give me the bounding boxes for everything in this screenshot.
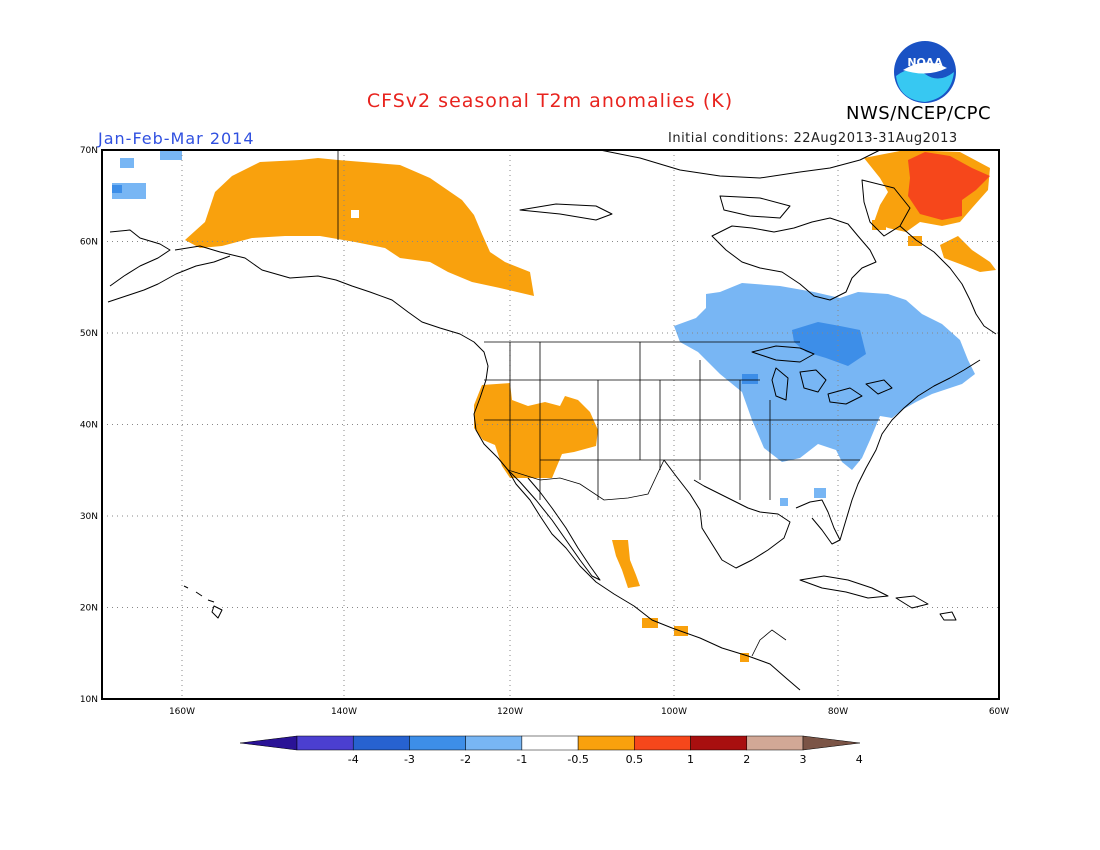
colorbar-tick-label: 4 (856, 753, 863, 766)
colorbar-swatch (521, 735, 579, 751)
colorbar-swatch-above-max (802, 735, 861, 751)
forecast-period: Jan-Feb-Mar 2014 (98, 129, 255, 148)
initial-conditions: Initial conditions: 22Aug2013-31Aug2013 (668, 131, 958, 146)
lon-label-60w: 60W (989, 707, 1009, 717)
lat-label-30n: 30N (80, 512, 98, 522)
southwest-us-warm-region (474, 383, 598, 478)
mexico-warm-patch (642, 618, 658, 628)
labrador-strong-warm-region (908, 152, 990, 220)
longitude-labels: 160W 140W 120W 100W 80W 60W (169, 707, 1009, 717)
colorbar-tick-label: -3 (404, 753, 415, 766)
lon-label-140w: 140W (331, 707, 357, 717)
chart-title: CFSv2 seasonal T2m anomalies (K) (366, 90, 734, 112)
colorbar-swatch (690, 735, 748, 751)
colorbar-tick-label: -1 (516, 753, 527, 766)
colorbar-swatch (409, 735, 466, 751)
southeast-cool-patch (780, 498, 788, 506)
noaa-logo-icon: NOAA (894, 41, 956, 103)
colorbar-tick-label: -2 (460, 753, 471, 766)
colorbar (239, 735, 861, 751)
map-frame (101, 149, 1000, 700)
colorbar-swatch (634, 735, 691, 751)
coastlines (107, 150, 997, 691)
southeast-cool-patch (814, 488, 826, 498)
colorbar-tick-label: -0.5 (567, 753, 588, 766)
colorbar-swatch-below-min (239, 735, 298, 751)
alaska-yukon-warm-region (185, 158, 534, 296)
lon-label-120w: 120W (497, 707, 523, 717)
lat-label-70n: 70N (80, 146, 98, 156)
colorbar-swatch (296, 735, 354, 751)
lon-label-160w: 160W (169, 707, 195, 717)
lon-label-80w: 80W (828, 707, 848, 717)
colorbar-tick-label: 2 (743, 753, 750, 766)
central-america-warm-patch (740, 653, 749, 662)
colorbar-swatch (352, 735, 410, 751)
colorbar-tick-label: 3 (800, 753, 807, 766)
agency-label: NWS/NCEP/CPC (846, 103, 992, 124)
lon-label-100w: 100W (661, 707, 687, 717)
colorbar-swatch (746, 735, 804, 751)
colorbar-tick-label: 1 (687, 753, 694, 766)
lat-label-60n: 60N (80, 238, 98, 248)
bering-cool-patch (160, 150, 182, 160)
political-borders (337, 150, 880, 657)
colorbar-tick-label: -4 (348, 753, 359, 766)
logo-text: NOAA (907, 56, 943, 69)
great-lakes-northeast-cool-region (674, 283, 975, 470)
latitude-labels: 70N 60N 50N 40N 30N 20N 10N (80, 146, 98, 705)
bering-cool-patch (112, 185, 122, 193)
bering-cool-patch (120, 158, 134, 168)
colorbar-tick-label: 0.5 (626, 753, 644, 766)
colorbar-swatch (465, 735, 523, 751)
lat-label-10n: 10N (80, 695, 98, 705)
colorbar-swatch (577, 735, 635, 751)
lat-label-40n: 40N (80, 421, 98, 431)
colorbar-labels: -4 -3 -2 -1 -0.5 0.5 1 2 3 4 (348, 753, 863, 766)
lat-label-20n: 20N (80, 604, 98, 614)
lat-label-50n: 50N (80, 329, 98, 339)
western-mexico-warm-region (612, 540, 640, 588)
